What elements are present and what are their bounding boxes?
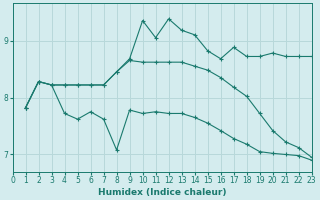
X-axis label: Humidex (Indice chaleur): Humidex (Indice chaleur) — [98, 188, 226, 197]
